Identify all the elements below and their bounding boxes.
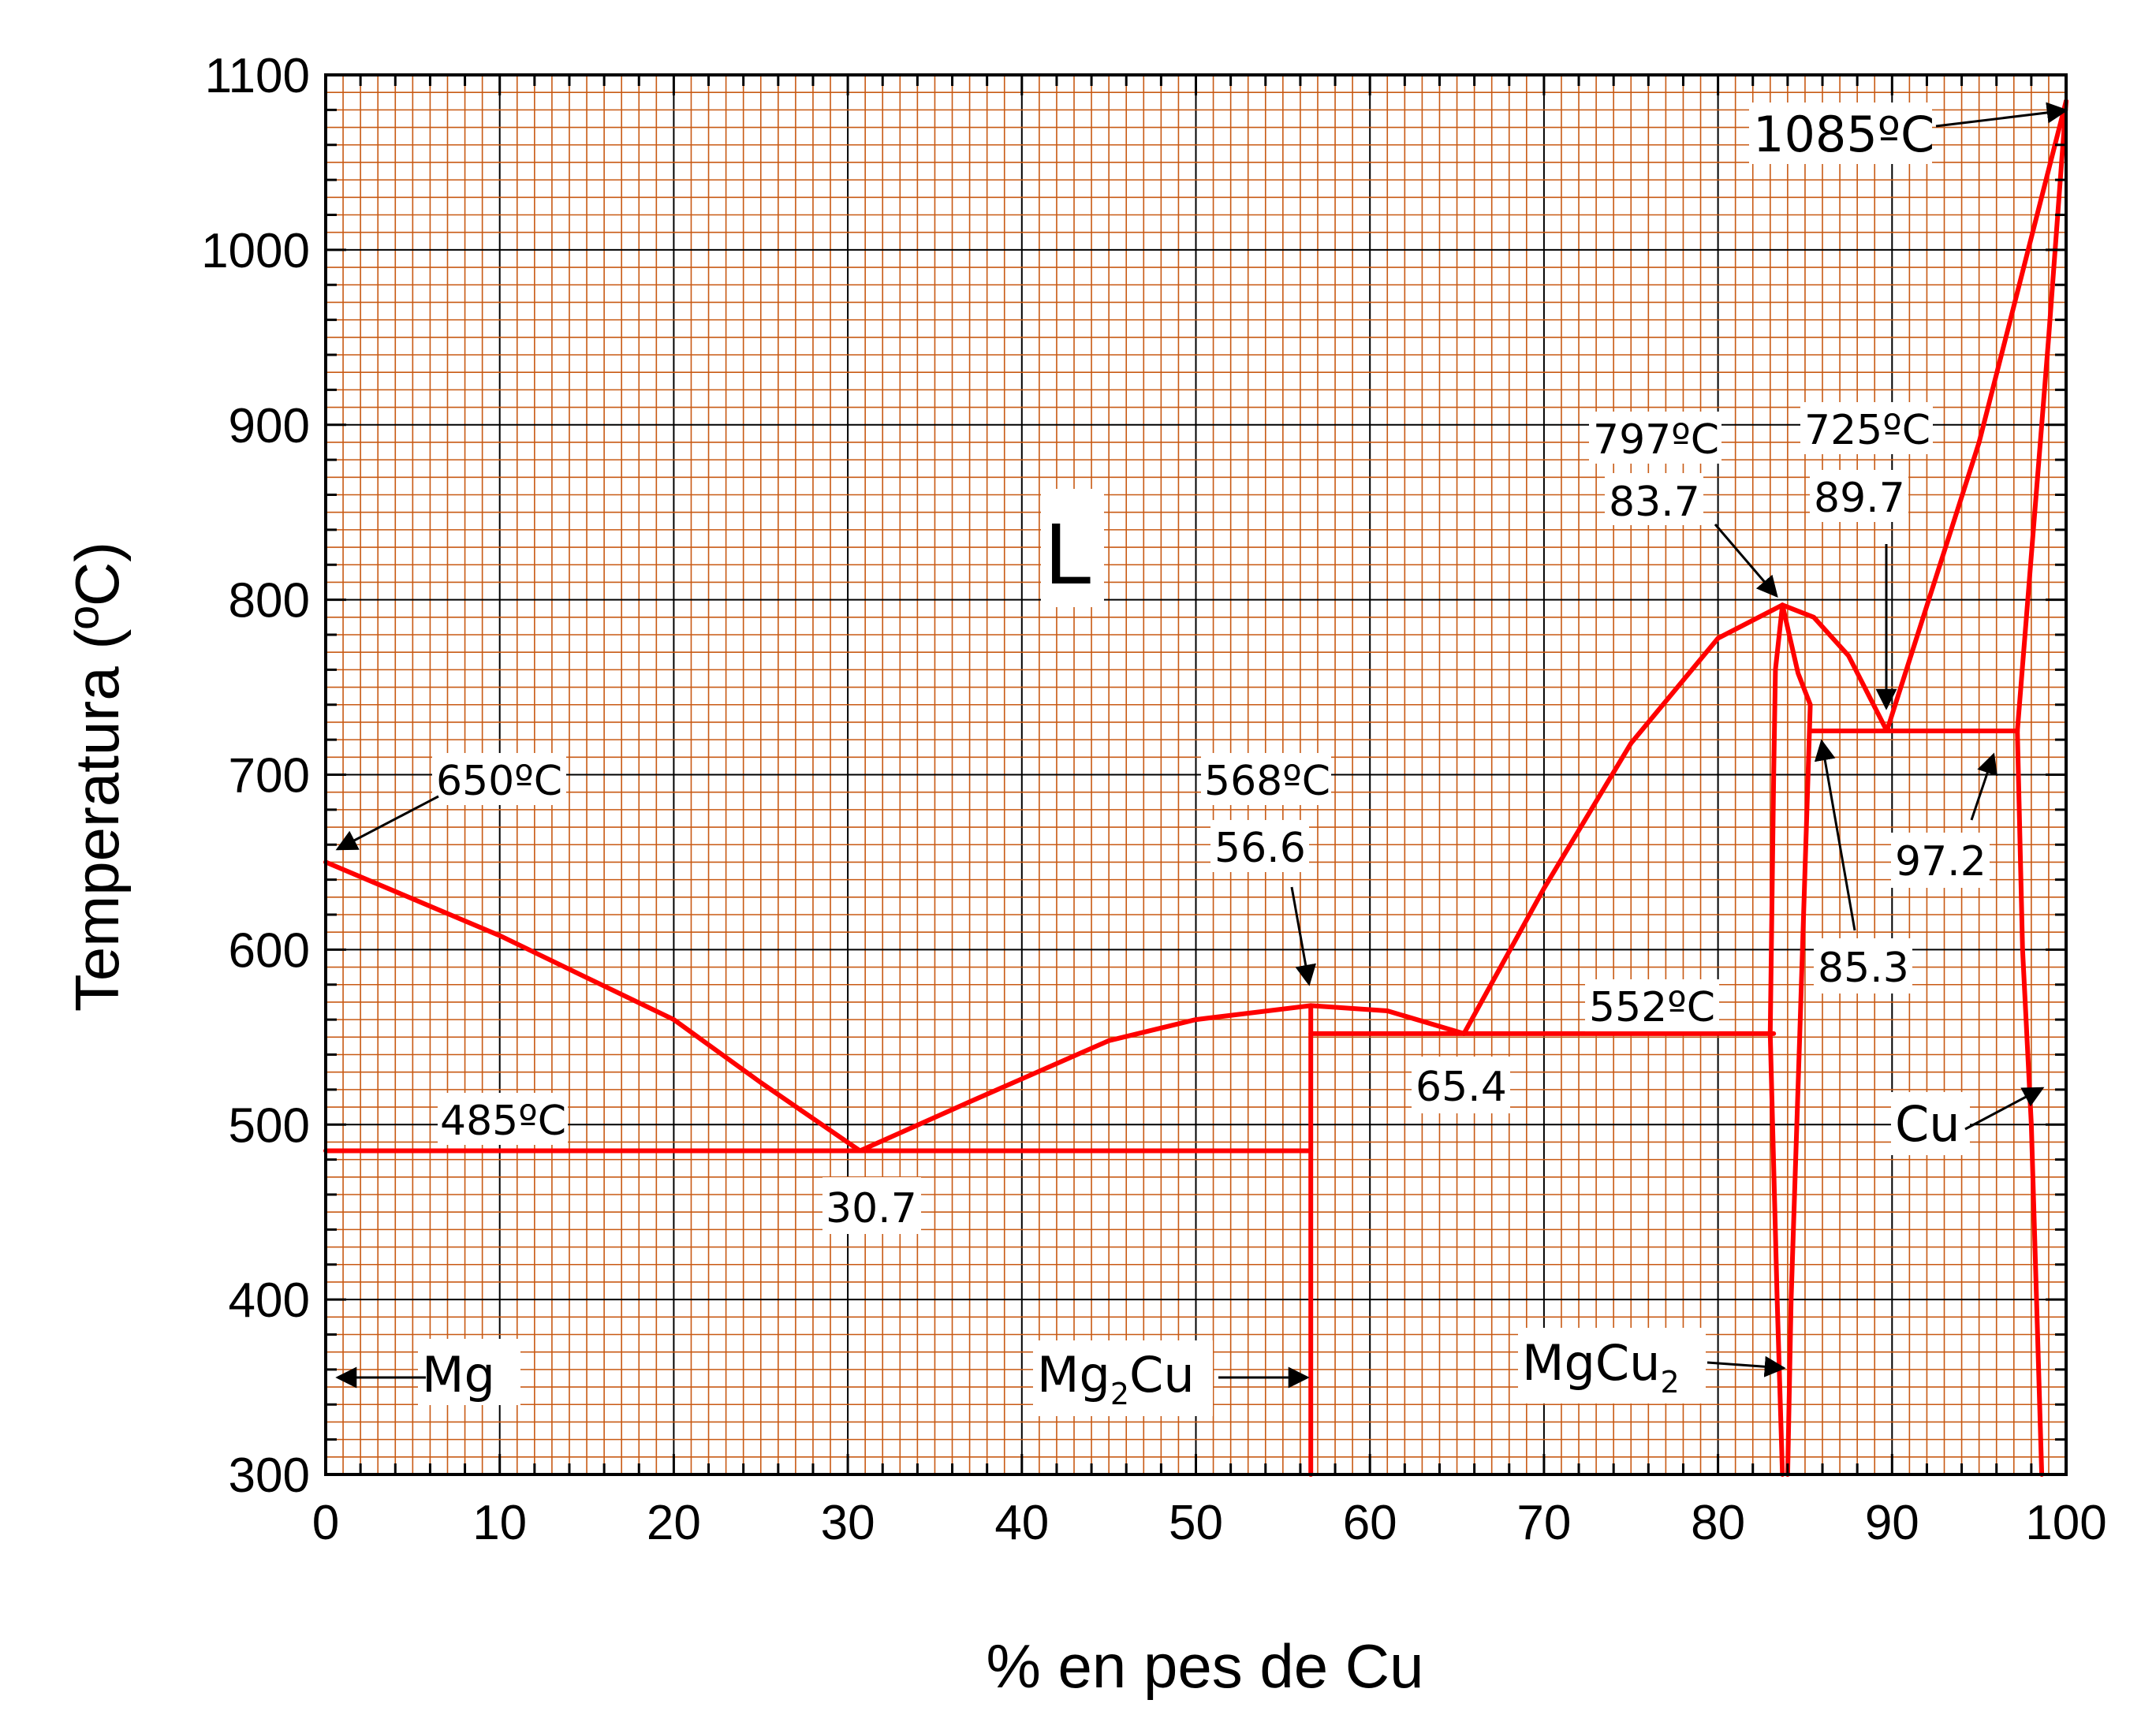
- label-mgcu2-main: MgCu: [1522, 1334, 1660, 1392]
- x-tick-label: 40: [994, 1496, 1049, 1550]
- label-mg2cu: Mg2Cu: [1037, 1346, 1195, 1411]
- label-bg-552: [1585, 979, 1719, 1031]
- y-tick-label: 300: [229, 1448, 310, 1503]
- label-654: 65.4: [1416, 1064, 1507, 1111]
- label-bg-568: [1201, 753, 1331, 805]
- label-307: 30.7: [826, 1185, 917, 1232]
- x-tick-label: 90: [1865, 1496, 1919, 1550]
- label-797: 797ºC: [1593, 416, 1719, 464]
- label-bg-650: [432, 753, 566, 805]
- y-tick-label: 900: [229, 399, 310, 453]
- label-mgcu2: MgCu2: [1522, 1334, 1680, 1400]
- label-bg-566: [1210, 820, 1309, 872]
- label-725: 725ºC: [1804, 407, 1930, 454]
- label-bg-307: [822, 1177, 921, 1234]
- label-853: 85.3: [1818, 945, 1909, 992]
- arrow-972: [1970, 752, 1998, 821]
- arrow-mgcu2: [1707, 1355, 1786, 1377]
- tick-labels: 0 10 20 30 40 50 60 70 80 90 100 300 400 500 600 700 800…: [201, 49, 2107, 1550]
- region-label-l: L: [1045, 505, 1093, 602]
- y-tick-label: 400: [229, 1273, 310, 1328]
- grid: [325, 74, 2067, 1475]
- label-bg-mg: [418, 1339, 520, 1405]
- x-tick-label: 70: [1516, 1496, 1571, 1550]
- arrow-837: [1714, 524, 1778, 598]
- label-1085: 1085ºC: [1753, 106, 1934, 163]
- y-tick-label: 600: [229, 923, 310, 978]
- label-cu: Cu: [1895, 1095, 1960, 1153]
- phase-boundary-10: [1767, 602, 1785, 1477]
- label-bg-654: [1412, 1057, 1510, 1113]
- phase-boundary-4: [1780, 602, 1889, 733]
- x-tick-label: 100: [2025, 1496, 2106, 1550]
- label-mg2cu-tail: Cu: [1129, 1346, 1195, 1404]
- label-bg-1085: [1749, 103, 1932, 164]
- label-972: 97.2: [1895, 838, 1986, 885]
- arrow-cu: [1964, 1087, 2045, 1131]
- y-tick-label: 500: [229, 1098, 310, 1153]
- arrow-566: [1290, 886, 1317, 986]
- y-tick-label: 700: [229, 749, 310, 803]
- phase-boundaries: [323, 99, 2068, 1477]
- phase-boundary-12: [2015, 729, 2045, 1477]
- y-axis-title: Temperatura (ºC): [62, 542, 132, 1012]
- arrow-853: [1814, 739, 1856, 931]
- arrow-1085: [1935, 102, 2068, 128]
- label-bg-972: [1891, 833, 1990, 888]
- axes: [324, 73, 2068, 1476]
- phase-boundary-5: [1884, 99, 2068, 733]
- y-tick-label: 800: [229, 574, 310, 628]
- arrow-650: [335, 795, 439, 851]
- label-bg-485: [438, 1093, 568, 1145]
- phase-boundary-3: [1461, 602, 1785, 1036]
- phase-boundary-2: [1308, 1003, 1467, 1036]
- x-tick-label: 20: [647, 1496, 701, 1550]
- label-mgcu2-sub: 2: [1660, 1365, 1679, 1400]
- phase-boundary-1: [857, 1003, 1314, 1154]
- label-bg-region-l: [1041, 489, 1104, 607]
- label-bg-897: [1810, 470, 1908, 522]
- label-568: 568ºC: [1204, 758, 1330, 805]
- phase-boundary-0: [323, 859, 863, 1154]
- label-552: 552ºC: [1589, 984, 1715, 1031]
- x-tick-label: 50: [1169, 1496, 1223, 1550]
- label-mg2cu-sub: 2: [1110, 1377, 1129, 1411]
- x-tick-label: 10: [472, 1496, 527, 1550]
- phase-boundary-11: [1780, 602, 1813, 1477]
- x-tick-label: 80: [1691, 1496, 1745, 1550]
- label-mg2cu-main: Mg: [1037, 1346, 1110, 1404]
- x-tick-label: 30: [821, 1496, 875, 1550]
- x-tick-label: 0: [312, 1496, 339, 1550]
- label-bg-mgcu2: [1518, 1328, 1706, 1404]
- x-axis-title: % en pes de Cu: [986, 1631, 1423, 1701]
- label-bg-cu: [1891, 1092, 1970, 1155]
- label-566: 56.6: [1214, 825, 1306, 872]
- label-485: 485ºC: [440, 1098, 566, 1145]
- x-tick-label: 60: [1343, 1496, 1397, 1550]
- y-tick-label: 1000: [201, 224, 310, 278]
- label-bg-853: [1814, 938, 1912, 993]
- label-837: 83.7: [1609, 479, 1700, 526]
- y-tick-label: 1100: [205, 49, 310, 103]
- label-650: 650ºC: [436, 758, 562, 805]
- label-bg-725: [1800, 402, 1933, 454]
- label-897: 89.7: [1814, 475, 1905, 522]
- label-bg-797: [1589, 412, 1721, 464]
- label-bg-837: [1605, 473, 1703, 525]
- annotations: 650ºC 485ºC 30.7 568ºC 56.6 65.4 552ºC 7…: [335, 102, 2068, 1416]
- label-bg-mg2cu: [1033, 1340, 1213, 1416]
- label-mg: Mg: [422, 1346, 495, 1404]
